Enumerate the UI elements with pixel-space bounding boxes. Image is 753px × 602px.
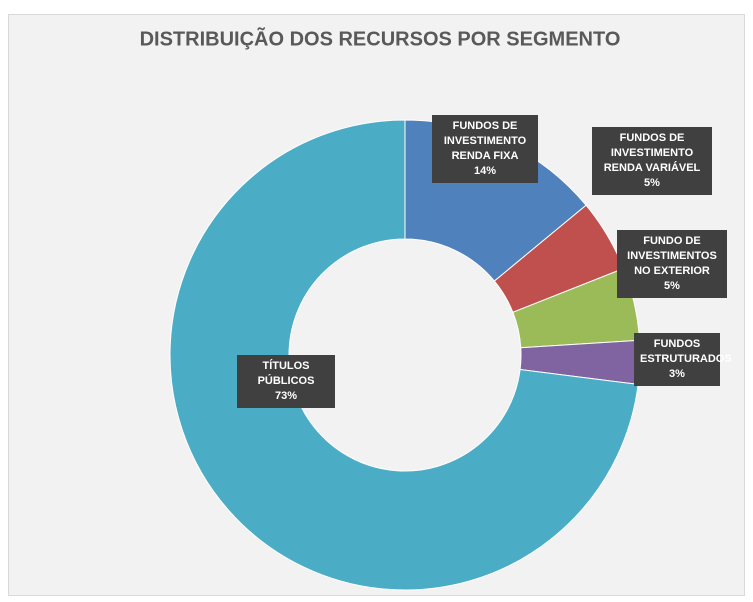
label-value: 3% [669, 368, 685, 380]
donut-segment [169, 119, 639, 591]
data-label: FUNDOS DE INVESTIMENTO RENDA VARIÁVEL 5% [592, 127, 712, 195]
label-name: FUNDO DE INVESTIMENTOS NO EXTERIOR [627, 235, 717, 277]
label-value: 73% [274, 390, 298, 402]
data-label: FUNDOS DE INVESTIMENTO RENDA FIXA 14% [432, 115, 538, 183]
label-name: FUNDOS ESTRUTURADOS [640, 338, 732, 365]
label-value: 5% [664, 280, 680, 292]
chart-title: DISTRIBUIÇÃO DOS RECURSOS POR SEGMENTO [140, 27, 621, 50]
data-label: FUNDOS ESTRUTURADOS 3% [634, 333, 732, 386]
label-name: TÍTULOS PÚBLICOS [257, 360, 315, 387]
label-name: FUNDOS DE INVESTIMENTO RENDA FIXA [443, 120, 527, 162]
data-label: FUNDO DE INVESTIMENTOS NO EXTERIOR 5% [617, 230, 727, 298]
data-label: TÍTULOS PÚBLICOS 73% [237, 355, 335, 408]
label-value: 14% [473, 165, 497, 177]
label-value: 5% [644, 177, 660, 189]
label-name: FUNDOS DE INVESTIMENTO RENDA VARIÁVEL [603, 132, 701, 174]
